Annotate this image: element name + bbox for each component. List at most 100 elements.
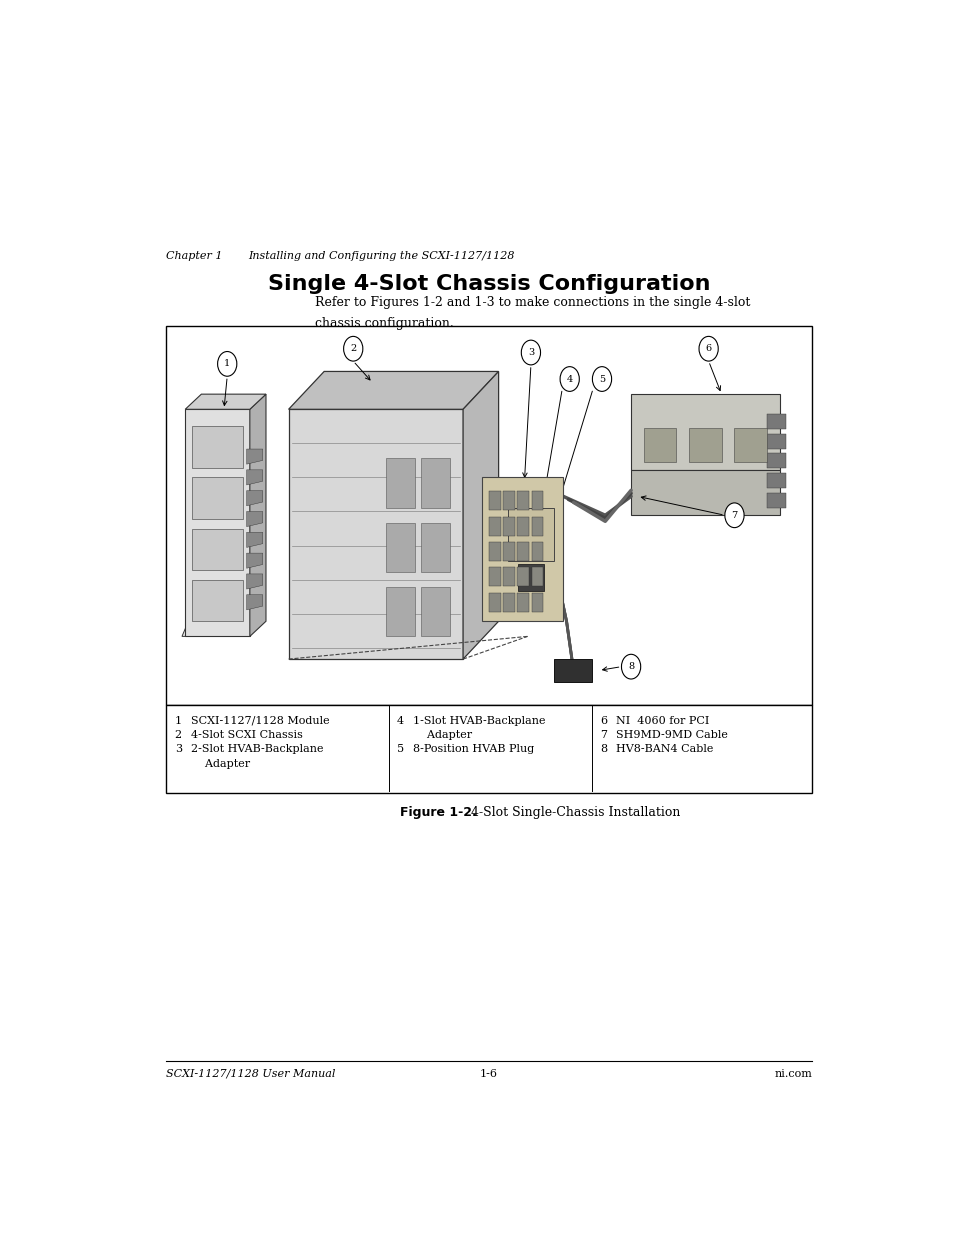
Text: 3: 3 [527, 348, 534, 357]
Polygon shape [246, 553, 262, 568]
Polygon shape [246, 450, 262, 464]
Polygon shape [488, 516, 500, 536]
Polygon shape [734, 429, 766, 462]
Circle shape [699, 336, 718, 361]
Polygon shape [246, 532, 262, 547]
Text: 8: 8 [627, 662, 634, 671]
Polygon shape [182, 621, 253, 636]
Polygon shape [488, 492, 500, 510]
Text: 1-6: 1-6 [479, 1068, 497, 1078]
Polygon shape [192, 579, 243, 621]
Circle shape [559, 367, 578, 391]
Polygon shape [531, 593, 542, 611]
Polygon shape [289, 372, 498, 409]
Text: 4-Slot SCXI Chassis: 4-Slot SCXI Chassis [191, 730, 302, 740]
Text: 5: 5 [396, 745, 403, 755]
Circle shape [520, 340, 540, 364]
Polygon shape [192, 529, 243, 571]
Text: 2: 2 [174, 730, 182, 740]
Polygon shape [185, 394, 266, 409]
Text: 1-Slot HVAB-Backplane: 1-Slot HVAB-Backplane [413, 716, 545, 726]
Text: Refer to Figures 1-2 and 1-3 to make connections in the single 4-slot: Refer to Figures 1-2 and 1-3 to make con… [314, 295, 750, 309]
Polygon shape [531, 492, 542, 510]
Polygon shape [488, 593, 500, 611]
Polygon shape [488, 568, 500, 587]
Polygon shape [385, 458, 415, 508]
Polygon shape [517, 542, 528, 561]
Polygon shape [517, 516, 528, 536]
Text: 1: 1 [224, 359, 230, 368]
Polygon shape [531, 516, 542, 536]
Text: 4: 4 [566, 374, 572, 384]
Polygon shape [688, 429, 720, 462]
Polygon shape [289, 409, 462, 659]
Circle shape [592, 367, 611, 391]
Text: 6: 6 [599, 716, 606, 726]
FancyBboxPatch shape [166, 326, 811, 704]
Polygon shape [246, 595, 262, 610]
Polygon shape [420, 458, 450, 508]
Polygon shape [766, 433, 785, 448]
Text: Adapter: Adapter [413, 730, 472, 740]
Polygon shape [420, 522, 450, 572]
Polygon shape [385, 587, 415, 636]
Polygon shape [246, 490, 262, 506]
Text: SCXI-1127/1128 Module: SCXI-1127/1128 Module [191, 716, 329, 726]
FancyBboxPatch shape [166, 704, 811, 793]
Polygon shape [482, 478, 562, 621]
Polygon shape [517, 568, 528, 587]
Text: Installing and Configuring the SCXI-1127/1128: Installing and Configuring the SCXI-1127… [249, 251, 515, 261]
Text: HV8-BAN4 Cable: HV8-BAN4 Cable [616, 745, 713, 755]
Text: Figure 1-2.: Figure 1-2. [400, 806, 476, 819]
Text: 4-Slot Single-Chassis Installation: 4-Slot Single-Chassis Installation [462, 806, 679, 819]
Text: NI  4060 for PCI: NI 4060 for PCI [616, 716, 709, 726]
Circle shape [620, 655, 640, 679]
Polygon shape [631, 394, 779, 469]
Text: SH9MD-9MD Cable: SH9MD-9MD Cable [616, 730, 727, 740]
Polygon shape [508, 508, 553, 561]
Polygon shape [462, 372, 498, 659]
Circle shape [343, 336, 362, 361]
Text: Single 4-Slot Chassis Configuration: Single 4-Slot Chassis Configuration [268, 274, 709, 294]
Text: SCXI-1127/1128 User Manual: SCXI-1127/1128 User Manual [166, 1068, 335, 1078]
Polygon shape [517, 564, 543, 592]
Polygon shape [766, 414, 785, 429]
Text: chassis configuration.: chassis configuration. [314, 316, 454, 330]
Text: 8-Position HVAB Plug: 8-Position HVAB Plug [413, 745, 534, 755]
Text: 7: 7 [731, 511, 737, 520]
Polygon shape [766, 473, 785, 488]
Polygon shape [250, 394, 266, 636]
Polygon shape [531, 568, 542, 587]
Polygon shape [631, 469, 779, 515]
Polygon shape [531, 542, 542, 561]
Text: 8: 8 [599, 745, 606, 755]
Polygon shape [502, 593, 515, 611]
Polygon shape [185, 409, 250, 636]
Text: ni.com: ni.com [773, 1068, 811, 1078]
Polygon shape [517, 492, 528, 510]
Text: 1: 1 [174, 716, 182, 726]
Polygon shape [502, 542, 515, 561]
Circle shape [217, 352, 236, 377]
Polygon shape [502, 568, 515, 587]
Polygon shape [246, 469, 262, 485]
Text: 5: 5 [598, 374, 604, 384]
Text: 7: 7 [599, 730, 606, 740]
Polygon shape [246, 511, 262, 526]
Polygon shape [766, 493, 785, 508]
Polygon shape [502, 492, 515, 510]
Polygon shape [766, 453, 785, 468]
Text: 2-Slot HVAB-Backplane: 2-Slot HVAB-Backplane [191, 745, 323, 755]
Polygon shape [246, 574, 262, 589]
Polygon shape [192, 426, 243, 468]
Polygon shape [517, 593, 528, 611]
Polygon shape [553, 659, 592, 682]
Polygon shape [192, 478, 243, 519]
Polygon shape [420, 587, 450, 636]
Text: 2: 2 [350, 345, 356, 353]
Text: 4: 4 [396, 716, 403, 726]
Text: 3: 3 [174, 745, 182, 755]
Polygon shape [502, 516, 515, 536]
Polygon shape [643, 429, 676, 462]
Circle shape [724, 503, 743, 527]
